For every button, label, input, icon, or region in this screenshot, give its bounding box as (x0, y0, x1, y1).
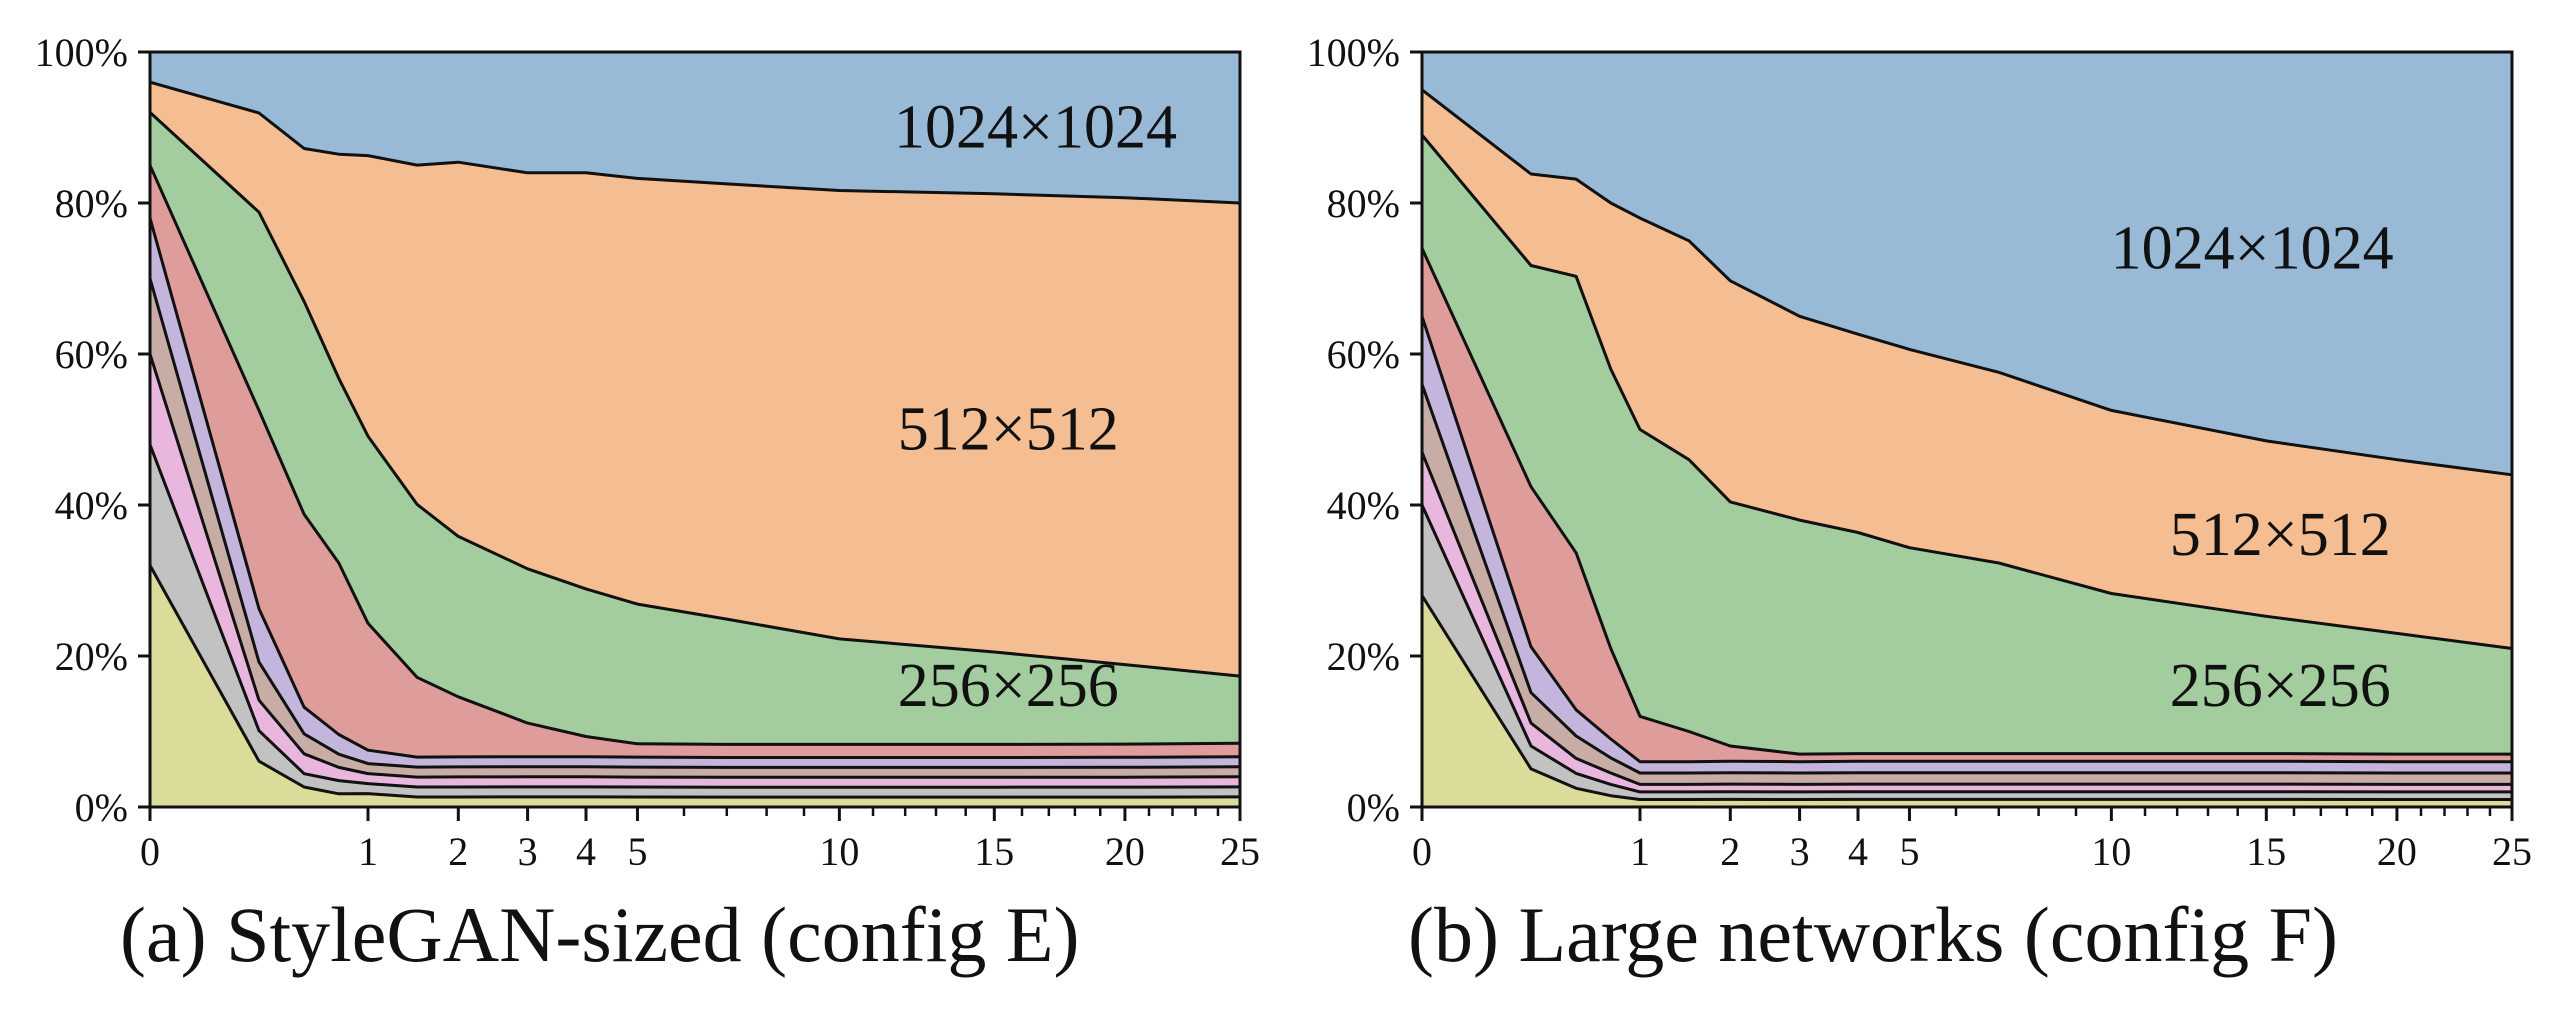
series-boundary-line-4 (148, 278, 1241, 769)
x-tick-label: 0 (140, 829, 160, 874)
series-boundary-line-1 (148, 564, 1241, 799)
series-boundary-line-4 (1420, 383, 2512, 775)
annotation-label: 256×256 (2170, 652, 2391, 720)
x-tick-label: 25 (2492, 829, 2532, 874)
y-tick-label: 80% (55, 181, 128, 226)
series-boundary-line-3 (1420, 451, 2512, 786)
y-tick-label: 0% (1347, 785, 1400, 830)
area-256x256 (1422, 135, 2512, 755)
x-tick-label: 20 (2377, 829, 2417, 874)
y-tick-label: 80% (1327, 181, 1400, 226)
x-tick-label: 4 (576, 829, 596, 874)
caption-a-main: StyleGAN-sized (config (226, 891, 1006, 978)
y-tick-label: 60% (55, 332, 128, 377)
series-boundary-line-5 (1420, 315, 2512, 764)
x-tick-label: 3 (518, 829, 538, 874)
y-tick-label: 20% (55, 634, 128, 679)
annotation-label: 1024×1024 (2111, 214, 2394, 282)
caption-a-prefix: (a) (120, 891, 207, 978)
area-4x4 (1422, 595, 2512, 807)
x-tick-label: 10 (819, 829, 859, 874)
annotation-label: 256×256 (898, 652, 1119, 720)
x-tick-label: 1 (358, 829, 378, 874)
series-boundary-line-7 (148, 111, 1241, 678)
caption-a: (a) StyleGAN-sized (config E) (120, 890, 1080, 980)
x-tick-label: 3 (1790, 829, 1810, 874)
y-tick-label: 60% (1327, 332, 1400, 377)
plot-frame (1420, 50, 2514, 809)
x-tick-label: 4 (1848, 829, 1868, 874)
series-boundary-line-2 (1420, 504, 2512, 794)
x-tick-label: 5 (627, 829, 647, 874)
x-tick-label: 10 (2091, 829, 2131, 874)
x-tick-label: 2 (448, 829, 468, 874)
caption-b-config: F (2268, 891, 2312, 978)
area-512x512 (150, 82, 1240, 677)
caption-b: (b) Large networks (config F) (1408, 890, 2338, 980)
series-boundary-line-2 (148, 444, 1241, 789)
area-256x256 (150, 112, 1240, 745)
x-tick-label: 20 (1105, 829, 1145, 874)
y-tick-label: 100% (1307, 30, 1400, 75)
plot-frame (148, 50, 1242, 809)
y-tick-label: 100% (35, 30, 128, 75)
y-tick-label: 40% (1327, 483, 1400, 528)
x-tick-label: 25 (1220, 829, 1260, 874)
annotation-label: 1024×1024 (894, 94, 1177, 162)
chart-panel-1: 0% 20% 40% 60% 80% 100% 0 1 2 3 4 5 10 15 20 25 1024×102… (1307, 30, 2532, 874)
area-1024x1024 (150, 52, 1240, 203)
x-tick-label: 5 (1899, 829, 1919, 874)
caption-a-suffix: ) (1053, 891, 1080, 978)
annotation-label: 512×512 (898, 396, 1119, 464)
series-boundary-line-8 (1421, 88, 2513, 477)
caption-b-suffix: ) (2311, 891, 2338, 978)
area-4x4 (150, 565, 1240, 807)
annotation-label: 512×512 (2170, 501, 2391, 569)
x-tick-label: 15 (974, 829, 1014, 874)
series-boundary-line-6 (1420, 247, 2512, 756)
caption-b-main: Large networks (config (1518, 891, 2269, 978)
y-tick-label: 0% (75, 785, 128, 830)
y-tick-label: 20% (1327, 634, 1400, 679)
series-boundary-line-6 (148, 164, 1241, 746)
y-tick-label: 40% (55, 483, 128, 528)
series-boundary-line-1 (1420, 594, 2512, 801)
area-1024x1024 (1422, 52, 2512, 475)
x-tick-label: 2 (1720, 829, 1740, 874)
series-boundary-line-5 (148, 217, 1241, 759)
chart-panel-0: 0% 20% 40% 60% 80% 100% 0 1 2 3 4 5 10 15 20 25 1024×102… (35, 30, 1260, 874)
series-boundary-line-7 (1420, 134, 2513, 650)
area-512x512 (1422, 89, 2512, 649)
x-tick-label: 0 (1412, 829, 1432, 874)
caption-b-prefix: (b) (1408, 891, 1499, 978)
series-boundary-line-8 (149, 80, 1241, 205)
series-boundary-line-3 (148, 353, 1241, 779)
x-tick-label: 15 (2246, 829, 2286, 874)
x-tick-label: 1 (1630, 829, 1650, 874)
caption-a-config: E (1005, 891, 1054, 978)
